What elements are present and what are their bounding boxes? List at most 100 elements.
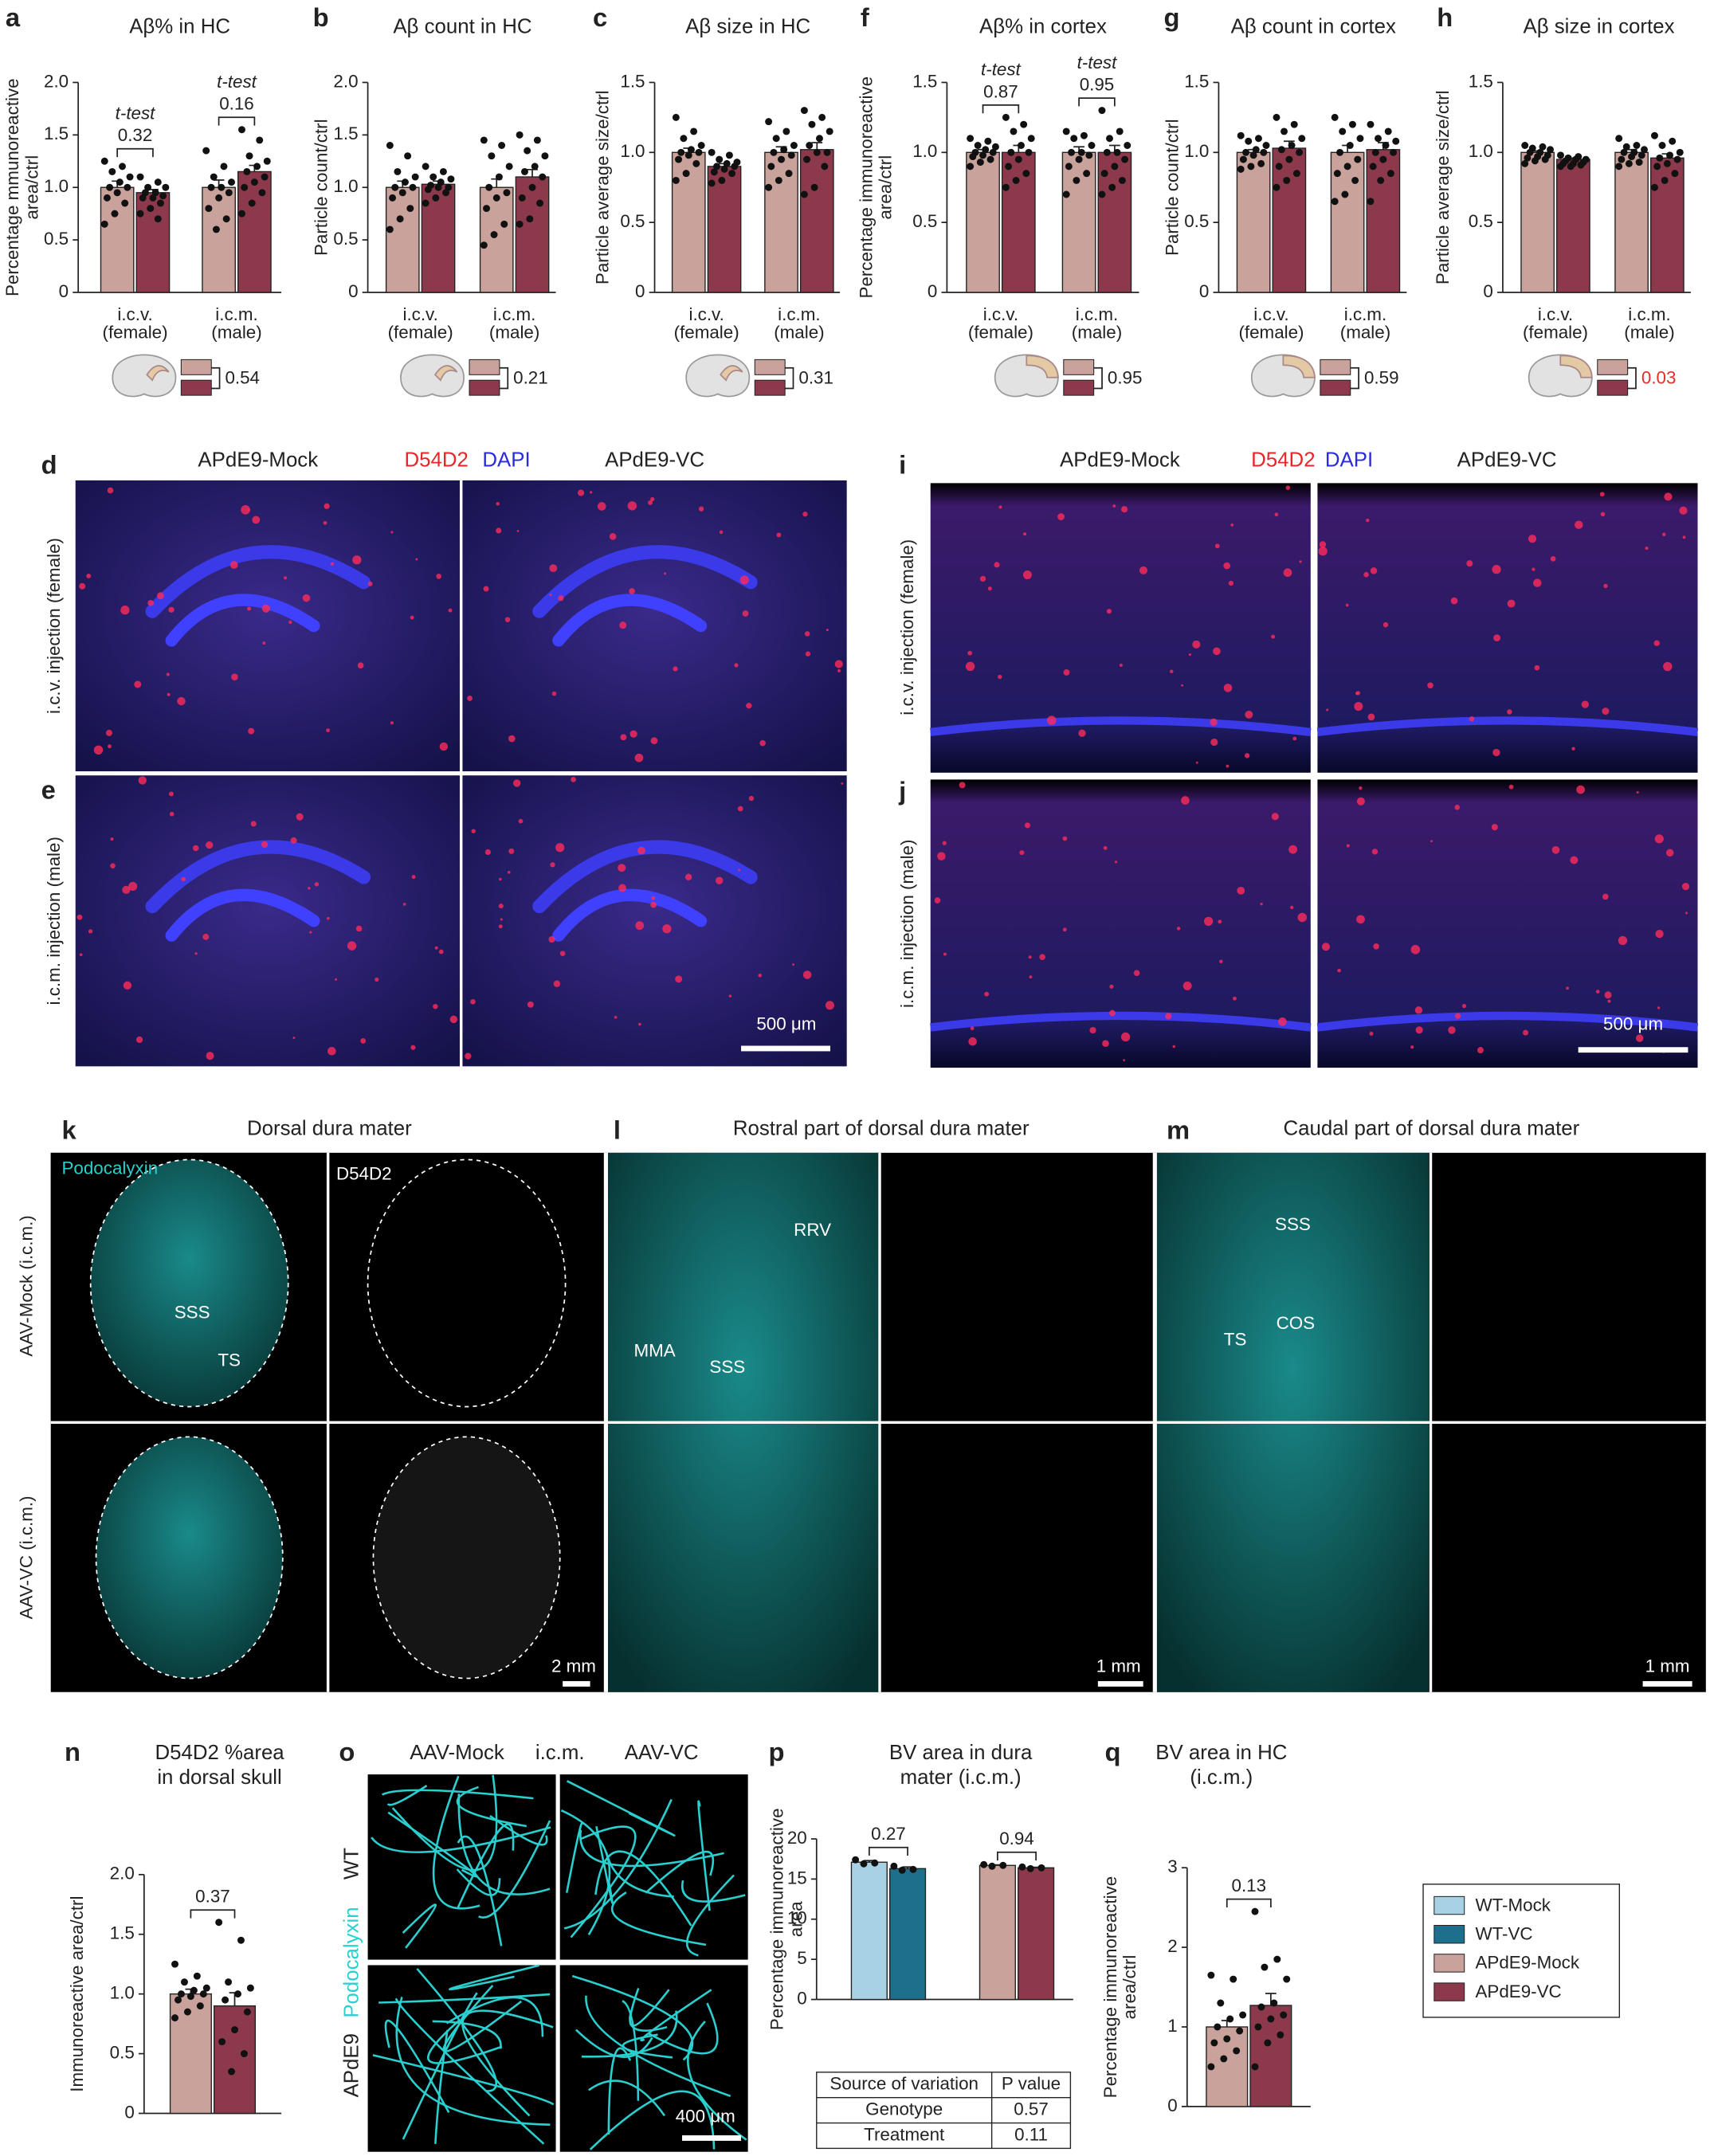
data-point: [243, 167, 251, 175]
x-tick-label: (female): [674, 323, 739, 343]
scale-label: 500 μm: [1603, 1014, 1663, 1034]
data-point: [156, 199, 164, 207]
plaque: [110, 837, 114, 841]
column-label: APdE9-Mock: [1060, 449, 1180, 472]
data-point: [1251, 2063, 1259, 2071]
y-axis-label: area/ctrl: [22, 155, 41, 220]
data-point: [183, 2008, 191, 2016]
data-point: [258, 189, 266, 197]
plaque: [1685, 911, 1688, 915]
plaque: [498, 924, 503, 929]
significance-bracket: [1078, 97, 1116, 107]
data-point: [1524, 154, 1532, 162]
plaque: [758, 974, 762, 978]
plaque: [1210, 738, 1218, 747]
data-point: [1273, 183, 1281, 191]
data-point: [490, 231, 498, 238]
data-point: [1379, 155, 1387, 163]
x-tick-label: i.c.m.: [1344, 304, 1386, 324]
y-axis-label: Particle average size/ctrl: [1433, 90, 1453, 284]
data-point: [1233, 2047, 1241, 2055]
error-bar: [527, 168, 538, 178]
plaque: [330, 562, 335, 566]
data-point: [1018, 142, 1025, 149]
plaque: [804, 631, 810, 637]
y-tick-label: 20: [787, 1828, 807, 1848]
vessel: [589, 2090, 716, 2150]
significance-bracket: [218, 116, 256, 126]
vessel: [391, 1774, 498, 1872]
scale-label: 1 mm: [1096, 1656, 1141, 1676]
data-point: [100, 220, 108, 228]
data-point: [159, 192, 167, 200]
data-point: [386, 225, 394, 233]
plaque: [410, 1045, 416, 1050]
plaque: [110, 863, 116, 869]
plaque: [1319, 541, 1327, 548]
tissue: [1316, 716, 1699, 737]
x-tick-label: i.c.v.: [688, 304, 724, 324]
structure-label: TS: [218, 1350, 241, 1370]
table-cell: 0.11: [1014, 2124, 1048, 2144]
plaque: [1203, 916, 1214, 927]
data-point: [803, 155, 811, 163]
p-value: 0.94: [999, 1829, 1034, 1848]
plaque: [123, 981, 132, 990]
plaque: [1410, 944, 1421, 955]
test-label: t-test: [981, 60, 1022, 80]
y-tick-label: 0: [124, 2102, 134, 2122]
data-point: [480, 136, 488, 144]
plaque: [290, 837, 297, 844]
test-label: t-test: [1077, 53, 1118, 73]
data-point: [890, 1862, 898, 1870]
data-point: [1237, 131, 1245, 139]
data-point: [860, 1860, 868, 1868]
y-tick-label: 0.5: [912, 211, 937, 231]
plaque: [1089, 1026, 1096, 1034]
y-tick-label: 0: [635, 281, 645, 301]
data-point: [787, 151, 795, 159]
chart: c Aβ size in HC Particle average size/ctrl…: [593, 2, 841, 398]
data-point: [389, 194, 397, 202]
data-point: [1098, 190, 1106, 198]
plaque: [965, 661, 975, 672]
bar: [202, 186, 236, 293]
data-point: [1663, 159, 1671, 167]
y-tick-label: 1.5: [620, 71, 645, 91]
p-value: 0.32: [118, 125, 153, 145]
plaque: [1245, 710, 1253, 719]
panel-klm: k Dorsal dura mater Podocalyxin D54D2 AA…: [16, 1115, 1706, 1692]
vessel: [384, 2019, 450, 2113]
x-tick-label: (male): [211, 323, 261, 343]
plaque: [734, 663, 739, 668]
data-point: [813, 148, 821, 156]
data-point: [1633, 142, 1641, 149]
panel-letter: d: [41, 449, 57, 479]
data-point: [720, 165, 728, 173]
vessel: [595, 1825, 614, 1904]
data-point: [1641, 146, 1648, 154]
data-point: [500, 220, 508, 228]
data-point: [1226, 2015, 1234, 2023]
data-point: [1615, 135, 1623, 143]
inset-bracket: [1627, 367, 1637, 390]
x-tick-label: i.c.m.: [1076, 304, 1118, 324]
plaque: [105, 729, 112, 736]
plaque: [283, 576, 288, 580]
structure-label: SSS: [1275, 1214, 1311, 1234]
data-point: [871, 1859, 879, 1867]
chart: g Aβ count in cortex Particle count/ctrl 0 0…: [1162, 2, 1407, 398]
data-point: [162, 183, 170, 191]
plaque: [1299, 560, 1302, 563]
scale-label: 2 mm: [551, 1656, 596, 1676]
plaque: [1371, 849, 1379, 855]
data-point: [256, 136, 264, 144]
legend-label: APdE9-Mock: [1475, 1953, 1579, 1973]
plaque: [1493, 634, 1501, 642]
column-label: AAV-VC: [625, 1742, 699, 1764]
data-point: [401, 178, 409, 186]
plaque: [327, 1047, 336, 1056]
plaque: [1551, 846, 1560, 854]
plaque: [1492, 748, 1500, 757]
data-point: [447, 175, 455, 183]
